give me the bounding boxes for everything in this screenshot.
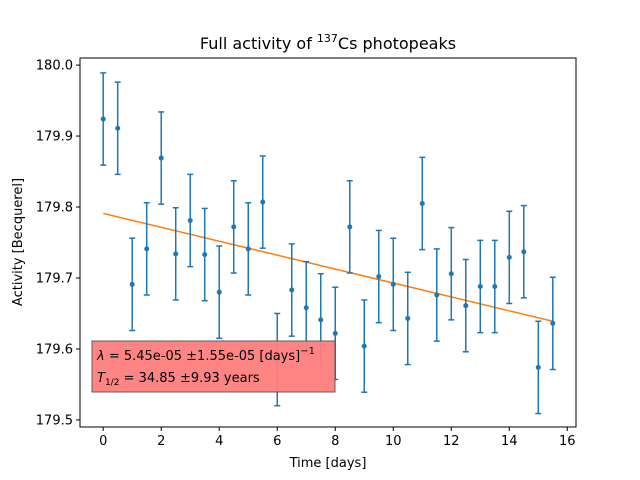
data-point	[477, 283, 483, 289]
data-point	[173, 251, 179, 257]
data-point	[231, 224, 237, 230]
annotation-box: λ = 5.45e-05 ±1.55e-05 [days]−1 T1/2 = 3…	[91, 340, 336, 393]
data-point	[390, 281, 396, 287]
data-point	[129, 281, 135, 287]
data-point	[245, 246, 251, 252]
errorbar-layer	[100, 72, 556, 415]
fit-line-layer	[103, 212, 553, 322]
data-point	[100, 116, 106, 122]
x-tick-label: 8	[331, 434, 339, 449]
data-point	[521, 249, 527, 255]
x-tick-label: 0	[99, 434, 107, 449]
data-point	[158, 155, 164, 161]
data-point	[463, 303, 469, 309]
annotation-box-background	[91, 340, 336, 393]
data-point	[332, 330, 338, 336]
y-tick-label: 179.6	[36, 342, 73, 357]
data-point	[448, 271, 454, 277]
axes-frame	[79, 57, 577, 428]
x-tick-label: 4	[215, 434, 223, 449]
y-tick-label: 179.8	[36, 201, 73, 216]
annotation-half-life: T1/2 = 34.85 ±9.93 years	[97, 371, 260, 388]
x-tick-label: 2	[157, 434, 165, 449]
data-point	[187, 218, 193, 224]
data-point	[376, 274, 382, 280]
x-tick-label: 14	[501, 434, 518, 449]
data-point	[303, 305, 309, 311]
x-axis-title: Time [days]	[289, 456, 367, 471]
data-point	[144, 246, 150, 252]
x-tick-label: 6	[273, 434, 281, 449]
data-point	[318, 317, 324, 323]
data-point	[550, 320, 556, 326]
data-point	[419, 200, 425, 206]
fit-line	[103, 212, 553, 322]
y-tick-label: 179.5	[36, 413, 73, 428]
y-tick-label: 179.9	[36, 130, 73, 145]
x-tick-label: 10	[385, 434, 402, 449]
data-point	[535, 364, 541, 370]
chart-title: Full activity of 137Cs photopeaks	[200, 32, 456, 53]
data-point	[115, 125, 121, 131]
y-tick-label: 179.7	[36, 271, 73, 286]
plot-area	[100, 72, 556, 415]
annotation-lambda: λ = 5.45e-05 ±1.55e-05 [days]−1	[96, 346, 315, 364]
data-point	[289, 287, 295, 293]
data-point	[361, 343, 367, 349]
data-point	[202, 252, 208, 258]
x-axis-ticks: 0 2 4 6 8 10 12 14 16	[99, 427, 576, 449]
y-tick-label: 180.0	[36, 59, 73, 74]
data-point	[216, 289, 222, 295]
data-point	[260, 199, 266, 205]
data-point	[492, 283, 498, 289]
data-point	[434, 292, 440, 298]
y-axis-ticks: 179.5 179.6 179.7 179.8 179.9 180.0	[36, 59, 80, 428]
x-tick-label: 12	[443, 434, 460, 449]
data-point	[347, 224, 353, 230]
x-tick-label: 16	[559, 434, 576, 449]
data-point	[405, 315, 411, 321]
y-axis-title: Activity [Becquerel]	[11, 178, 26, 306]
data-point	[506, 254, 512, 260]
